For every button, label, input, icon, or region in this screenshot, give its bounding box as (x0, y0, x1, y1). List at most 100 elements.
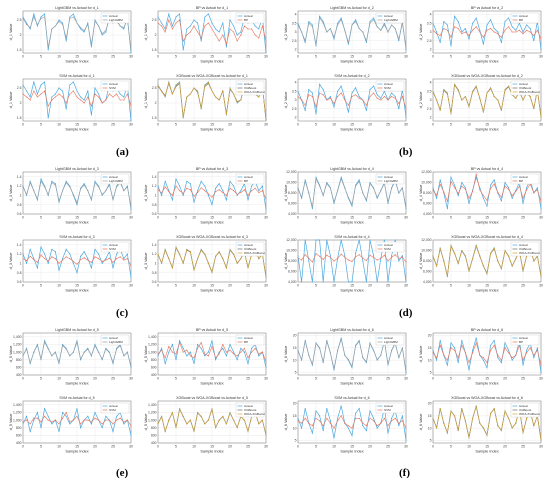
series-woa-xgboost-point (464, 95, 466, 98)
series-lightgbm-point (311, 26, 313, 28)
series-bp-point (479, 189, 481, 191)
x-tick-label: 5 (40, 284, 42, 288)
legend-box (510, 173, 540, 185)
series-actual-point (157, 16, 159, 18)
series-actual-point (337, 22, 339, 24)
series-bp-point (500, 196, 502, 198)
series-actual-point (432, 349, 434, 351)
legend-label: BP (244, 179, 248, 183)
series-actual-point (315, 45, 317, 47)
series-svm-point (322, 425, 324, 427)
y-tick-label: 8,000 (423, 191, 432, 195)
series-actual-point (40, 16, 42, 18)
series-woa-xgboost-point (533, 260, 535, 262)
y-axis-label: d_5 Value (9, 346, 13, 363)
x-tick-label: 20 (368, 123, 372, 127)
series-bp-point (157, 353, 159, 355)
series-svm-point (329, 422, 331, 424)
series-bp-point (515, 354, 517, 356)
series-bp-point (175, 353, 177, 355)
series-actual-point (373, 255, 375, 257)
series-svm-point (33, 259, 35, 261)
series-lightgbm-point (304, 180, 306, 182)
series-svm-point (105, 99, 107, 101)
series-actual-point (33, 13, 35, 15)
series-lightgbm-point (101, 193, 103, 195)
y-tick-label: 15 (428, 414, 432, 418)
series-svm-point (33, 417, 35, 419)
series-svm-point (54, 419, 56, 421)
series-actual-point (179, 340, 181, 342)
series-woa-xgboost-point (229, 249, 231, 251)
plot-frame (432, 332, 542, 376)
series-woa-xgboost-point (182, 116, 184, 118)
subplot-title: BP vs Actual for d_2 (471, 6, 503, 10)
series-lightgbm-point (319, 347, 321, 349)
series-woa-xgboost-point (446, 432, 448, 434)
series-actual-point (83, 183, 85, 185)
y-tick-label: 800 (151, 358, 157, 362)
series-actual-point (197, 22, 199, 24)
series-actual-point (101, 34, 103, 36)
series-svm-point (47, 419, 49, 421)
series-woa-xgboost-point (479, 97, 481, 99)
y-tick-label: 1,400 (13, 335, 22, 339)
series-svm-point (401, 95, 403, 98)
legend-label: LightGBM (109, 340, 123, 344)
series-woa-xgboost-point (479, 422, 481, 424)
series-bp-point (461, 344, 463, 346)
y-tick-label: 20 (428, 402, 432, 406)
series-actual-point (130, 52, 132, 54)
series-actual-point (322, 20, 324, 23)
y-axis-label: d_3 Value (9, 253, 13, 270)
series-svm-point (116, 93, 118, 95)
series-bp-point (215, 191, 217, 193)
series-actual-point (504, 181, 506, 184)
series-woa-xgboost-point (204, 253, 206, 255)
series-lightgbm-point (105, 190, 107, 192)
x-tick-label: 20 (228, 55, 232, 59)
panel-label-f: (f) (399, 467, 410, 479)
series-svm-point (47, 105, 49, 107)
x-tick-label: 15 (485, 55, 489, 59)
subplot-10: BP vs Actual for d_30 5 10 15 20 25 300.60.811… (144, 167, 268, 225)
series-woa-xgboost-point (207, 262, 209, 264)
series-woa-xgboost-point (500, 429, 502, 431)
series-lightgbm-point (76, 22, 78, 24)
series-svm-point (304, 417, 306, 419)
series-actual-point (504, 342, 506, 344)
series-actual-point (87, 415, 89, 417)
series-svm-point (304, 104, 306, 106)
series-bp-point (222, 34, 224, 36)
legend-box (375, 173, 405, 185)
series-bp-point (222, 343, 224, 346)
legend-label: LightGBM (384, 340, 398, 344)
series-woa-xgboost-point (468, 437, 470, 439)
x-axis-label: Sample Index (340, 60, 363, 64)
series-actual-point (446, 364, 448, 366)
series-lightgbm-point (380, 190, 382, 192)
x-tick-label: 15 (210, 377, 214, 381)
series-lightgbm-point (405, 47, 407, 49)
series-bp-point (457, 27, 459, 30)
series-actual-point (401, 255, 403, 257)
series-bp-point (168, 345, 170, 347)
series-actual-point (47, 49, 49, 51)
series-bp-point (265, 40, 267, 42)
series-actual-point (394, 95, 396, 98)
series-actual-point (450, 45, 452, 47)
series-actual-point (376, 427, 378, 429)
series-lightgbm-point (329, 27, 331, 30)
series-woa-xgboost-point (540, 275, 542, 277)
series-svm-point (383, 417, 385, 419)
series-bp-point (197, 191, 199, 194)
series-lightgbm-point (40, 180, 42, 182)
series-woa-xgboost-point (497, 425, 499, 427)
series-lightgbm-point (105, 348, 107, 350)
legend-label: BP (519, 18, 523, 22)
series-woa-xgboost-point (215, 255, 217, 257)
series-actual-point (315, 410, 317, 412)
x-tick-label: 5 (315, 123, 317, 127)
series-woa-xgboost-point (161, 91, 163, 93)
x-tick-label: 15 (350, 55, 354, 59)
